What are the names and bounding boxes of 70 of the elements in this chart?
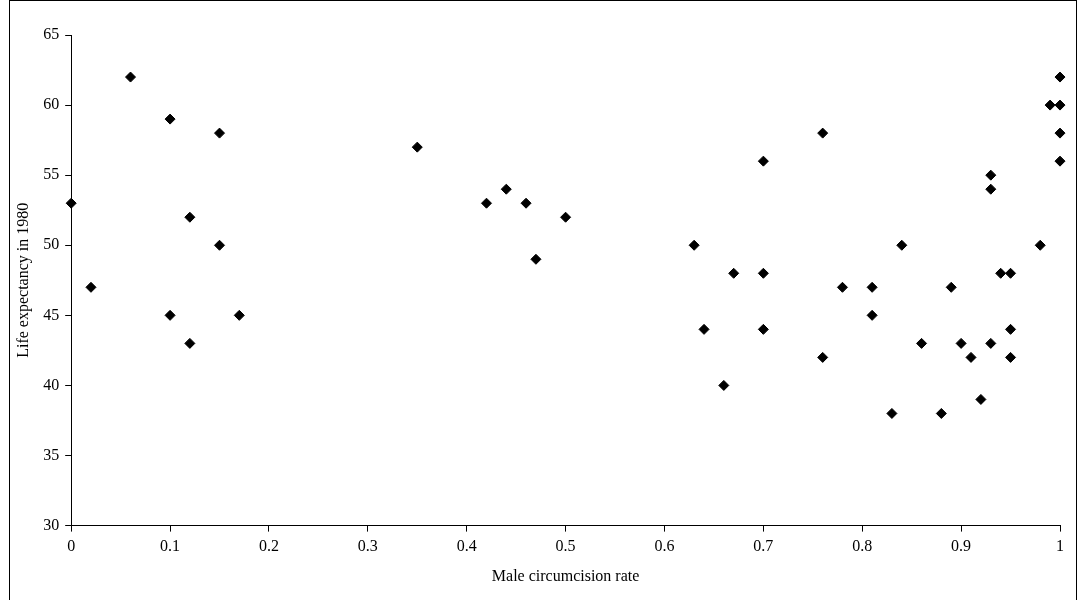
point <box>481 197 492 209</box>
y-tick-label: 30 <box>43 515 60 533</box>
point <box>1044 99 1056 111</box>
point <box>817 351 829 363</box>
point <box>1054 71 1066 83</box>
point <box>757 155 769 167</box>
y-tick-label: 55 <box>43 165 60 183</box>
point <box>520 197 532 209</box>
point <box>965 351 977 363</box>
x-tick-label: 0.7 <box>753 537 774 555</box>
point <box>1054 99 1066 111</box>
point <box>1005 351 1017 363</box>
point <box>945 281 957 293</box>
point <box>530 253 542 265</box>
y-tick-label: 65 <box>43 25 60 43</box>
x-tick-label: 0.9 <box>951 537 972 555</box>
point <box>757 323 769 335</box>
y-tick-label: 60 <box>43 95 60 113</box>
point <box>1054 127 1066 139</box>
point <box>718 379 730 391</box>
point <box>935 407 947 419</box>
point <box>886 407 898 419</box>
y-tick-label: 45 <box>43 305 60 323</box>
point <box>955 337 967 349</box>
x-tick-label: 0.3 <box>357 537 378 555</box>
point <box>836 281 848 293</box>
point <box>975 393 987 405</box>
point <box>125 71 137 83</box>
y-tick-label: 35 <box>43 445 60 463</box>
x-axis-title: Male circumcision rate <box>491 566 640 584</box>
point <box>866 281 878 293</box>
point <box>916 337 928 349</box>
point <box>1054 155 1066 167</box>
point <box>985 183 997 195</box>
x-tick-label: 0.4 <box>456 537 477 555</box>
point <box>1005 267 1017 279</box>
point <box>698 323 710 335</box>
x-tick-label: 0.1 <box>160 537 181 555</box>
x-tick-label: 0.6 <box>654 537 675 555</box>
point <box>688 239 700 251</box>
point <box>65 197 77 209</box>
x-tick-label: 0.5 <box>555 537 576 555</box>
x-tick-label: 0 <box>67 537 76 555</box>
point <box>1034 239 1046 251</box>
point <box>728 267 740 279</box>
point <box>896 239 908 251</box>
point <box>164 113 176 125</box>
point <box>214 127 226 139</box>
point <box>164 309 176 321</box>
x-tick-label: 0.2 <box>258 537 279 555</box>
point <box>214 239 226 251</box>
point <box>817 127 829 139</box>
x-tick-label: 1 <box>1056 537 1064 555</box>
y-axis-title: Life expectancy in 1980 <box>13 202 32 358</box>
point <box>757 267 769 279</box>
x-tick-label: 0.8 <box>852 537 873 555</box>
y-tick-label: 40 <box>43 375 60 393</box>
point <box>995 267 1007 279</box>
point <box>184 337 196 349</box>
point <box>560 211 572 223</box>
point <box>411 141 423 153</box>
point <box>500 183 512 195</box>
point <box>866 309 878 321</box>
point <box>985 169 997 181</box>
point <box>233 309 245 321</box>
point <box>985 337 997 349</box>
point <box>85 281 97 293</box>
point <box>1005 323 1017 335</box>
point <box>184 211 196 223</box>
y-tick-label: 50 <box>43 235 60 253</box>
